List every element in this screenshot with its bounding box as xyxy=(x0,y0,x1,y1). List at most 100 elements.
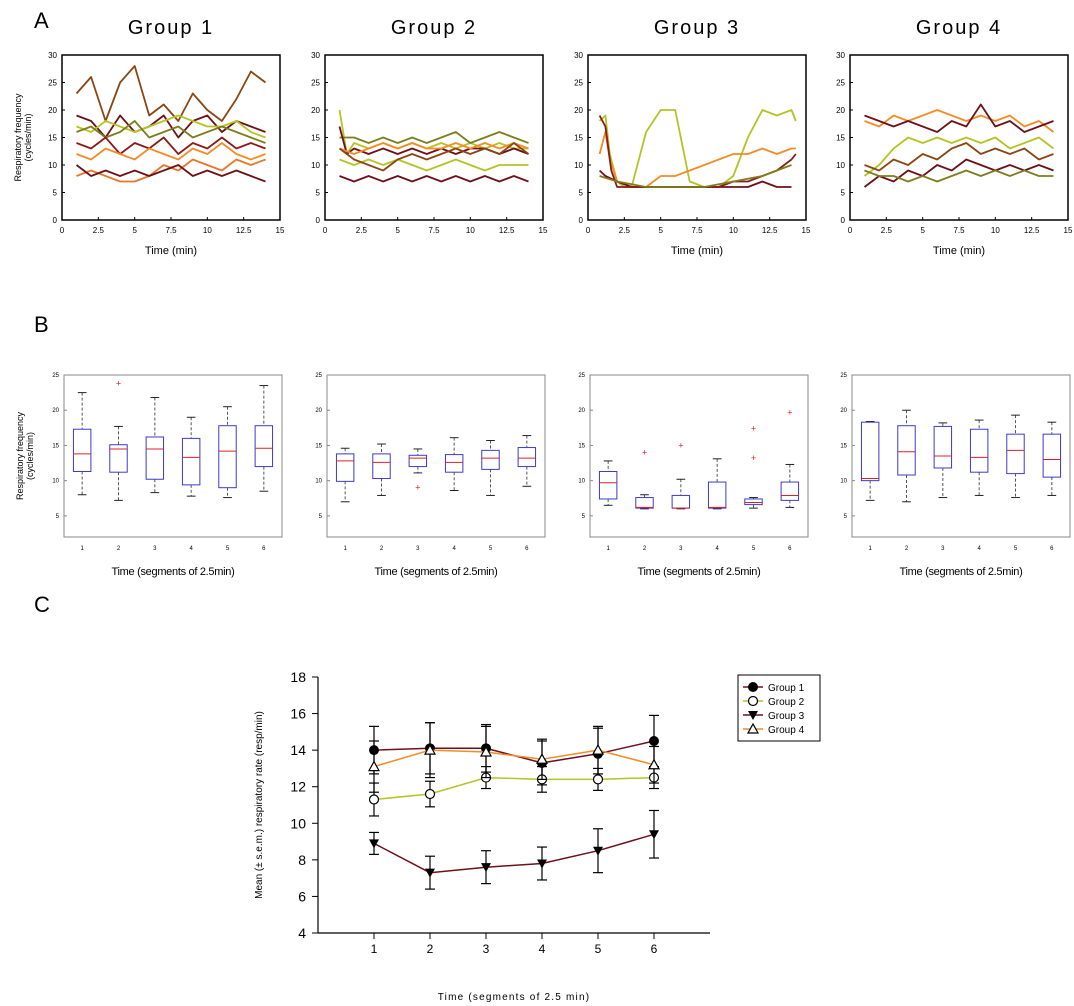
x-tick-label: 3 xyxy=(153,546,157,552)
series-line xyxy=(864,109,1055,133)
marker-open-circle xyxy=(424,788,436,800)
outlier-marker: + xyxy=(751,453,756,463)
x-tick-label: 10 xyxy=(203,226,212,235)
y-tick-label: 15 xyxy=(574,134,583,143)
legend-label: Group 3 xyxy=(768,711,805,722)
x-tick-label: 6 xyxy=(525,546,529,552)
x-tick-label: 2.5 xyxy=(881,226,893,235)
y-tick-label: 10 xyxy=(840,479,847,485)
box xyxy=(1006,433,1025,475)
marker-open-triangle xyxy=(479,745,493,757)
box xyxy=(372,453,391,480)
y-tick-label: 6 xyxy=(298,888,306,904)
box xyxy=(72,428,92,472)
y-tick-label: 10 xyxy=(836,161,845,170)
x-tick-label: 0 xyxy=(848,226,853,235)
series-line xyxy=(598,131,796,188)
box xyxy=(481,449,500,470)
box xyxy=(635,497,654,509)
box xyxy=(897,425,916,476)
marker-open-triangle xyxy=(647,758,661,770)
y-tick-label: 4 xyxy=(298,925,306,941)
box xyxy=(109,444,128,473)
y-tick-label: 25 xyxy=(578,373,585,379)
x-tick-label: 4 xyxy=(715,546,719,552)
marker-open-triangle xyxy=(591,743,605,755)
x-tick-label: 6 xyxy=(1050,546,1054,552)
x-tick-label: 0 xyxy=(586,226,591,235)
x-tick-label: 6 xyxy=(651,942,658,956)
x-tick-label: 5 xyxy=(595,942,602,956)
series-line xyxy=(339,175,529,183)
y-tick-label: 25 xyxy=(48,79,57,88)
y-axis-label: Respiratory frequency(cycles/min) xyxy=(13,93,33,182)
x-tick-label: 10 xyxy=(729,226,738,235)
x-tick-label: 2 xyxy=(117,546,121,552)
x-tick-label: 2 xyxy=(427,942,434,956)
y-tick-label: 10 xyxy=(52,479,59,485)
x-tick-label: 1 xyxy=(868,546,872,552)
y-tick-label: 20 xyxy=(52,408,59,414)
y-tick-label: 0 xyxy=(53,216,58,225)
marker-filled-circle xyxy=(748,682,758,692)
series-line xyxy=(599,164,792,188)
box xyxy=(218,425,237,489)
series-line xyxy=(75,164,266,183)
x-tick-label: 1 xyxy=(343,546,347,552)
x-tick-label: 15 xyxy=(539,226,548,235)
x-axis-label: Time (segments of 2.5min) xyxy=(900,566,1023,578)
plot-frame xyxy=(849,54,1069,221)
x-tick-label: 4 xyxy=(189,546,193,552)
box xyxy=(860,421,880,482)
x-tick-label: 5 xyxy=(132,226,137,235)
y-tick-label: 25 xyxy=(315,373,322,379)
y-tick-label: 15 xyxy=(311,134,320,143)
y-tick-label: 30 xyxy=(574,51,583,60)
y-tick-label: 8 xyxy=(298,852,306,868)
marker-open-circle xyxy=(592,774,604,785)
x-axis-label: Time (min) xyxy=(671,245,723,257)
x-tick-label: 12.5 xyxy=(236,226,252,235)
x-tick-label: 2.5 xyxy=(619,226,631,235)
marker-open-circle xyxy=(747,695,759,707)
panel-label-c: C xyxy=(34,592,50,617)
x-tick-label: 5 xyxy=(226,546,230,552)
marker-open-triangle xyxy=(746,722,760,734)
plot-frame xyxy=(589,374,809,538)
box xyxy=(780,481,800,501)
panel-label-b: B xyxy=(34,312,49,337)
x-tick-label: 1 xyxy=(371,942,378,956)
box xyxy=(707,481,727,509)
outlier-marker: + xyxy=(642,447,647,457)
x-tick-label: 4 xyxy=(977,546,981,552)
x-axis-label: Time (segments of 2.5 min) xyxy=(438,992,591,1003)
series-line xyxy=(864,142,1054,172)
outlier-marker: + xyxy=(678,440,683,450)
y-tick-label: 5 xyxy=(56,514,60,520)
x-tick-label: 5 xyxy=(1014,546,1018,552)
y-tick-label: 20 xyxy=(840,408,847,414)
x-tick-label: 10 xyxy=(466,226,475,235)
y-tick-label: 5 xyxy=(844,514,848,520)
y-tick-label: 10 xyxy=(48,161,57,170)
series-line xyxy=(864,103,1054,133)
x-tick-label: 3 xyxy=(941,546,945,552)
series-line xyxy=(864,169,1054,183)
y-tick-label: 15 xyxy=(315,443,322,449)
x-tick-label: 15 xyxy=(802,226,811,235)
outlier-marker: + xyxy=(116,378,121,388)
x-axis-label: Time (min) xyxy=(145,245,197,257)
y-tick-label: 20 xyxy=(311,106,320,115)
box xyxy=(671,494,691,509)
y-tick-label: 30 xyxy=(311,51,320,60)
plot-frame xyxy=(326,374,546,538)
legend-label: Group 1 xyxy=(768,683,805,694)
y-tick-label: 5 xyxy=(319,514,323,520)
plot-frame xyxy=(324,54,544,221)
series-line xyxy=(339,158,529,172)
y-tick-label: 20 xyxy=(836,106,845,115)
y-tick-label: 18 xyxy=(290,669,306,685)
x-tick-label: 5 xyxy=(395,226,400,235)
y-tick-label: 20 xyxy=(48,106,57,115)
